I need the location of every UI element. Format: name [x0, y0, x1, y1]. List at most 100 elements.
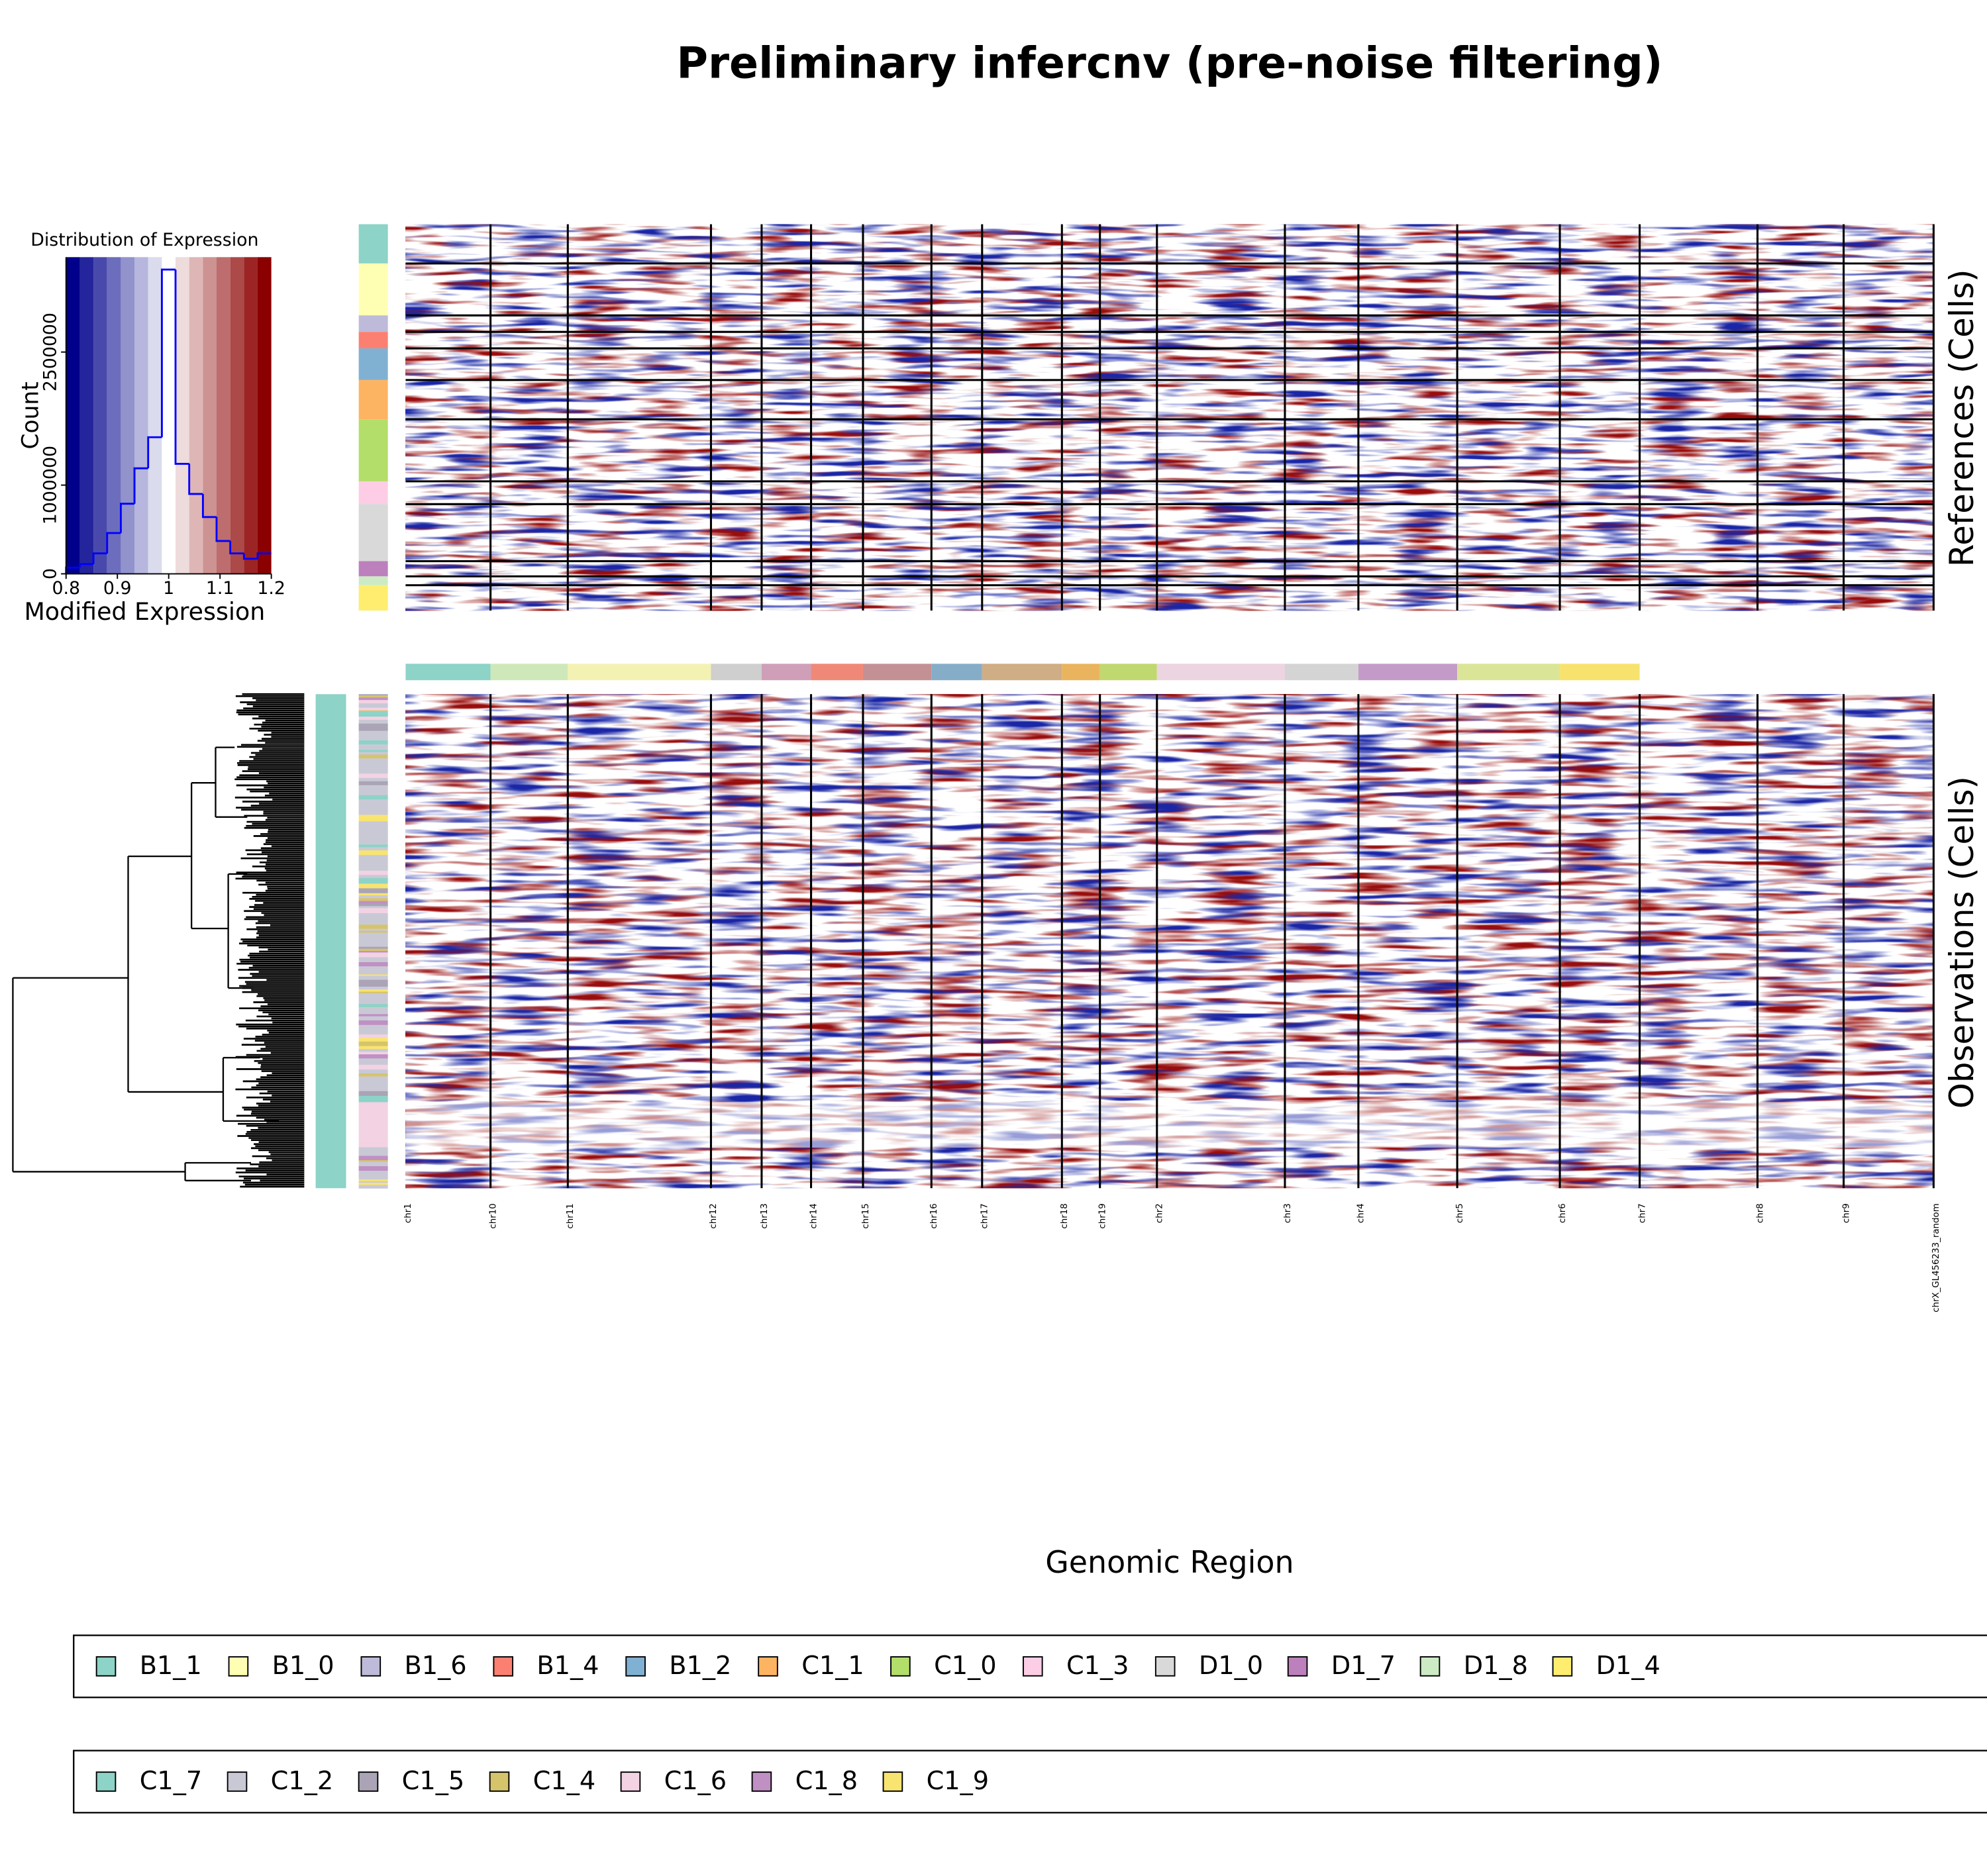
observation-subgroup	[358, 1010, 388, 1012]
observation-subgroup	[358, 1000, 388, 1005]
observation-subgroup	[358, 792, 388, 796]
observation-subgroup	[358, 694, 388, 696]
chromosome-label: chr11	[566, 1203, 576, 1228]
observation-subgroup	[358, 735, 388, 741]
observation-subgroup	[358, 795, 388, 800]
observation-subgroup	[358, 1185, 388, 1189]
observation-subgroup	[358, 1166, 388, 1171]
observation-subgroup	[358, 1105, 388, 1108]
legend-label: D1_0	[1199, 1651, 1263, 1681]
reference-group	[358, 263, 388, 316]
observation-subgroup	[358, 815, 388, 817]
reference-group	[358, 379, 388, 420]
observation-subgroup	[358, 1064, 388, 1070]
chromosome-label: chr4	[1356, 1203, 1366, 1223]
chromosome-label: chr19	[1098, 1203, 1108, 1228]
y-tick-label: 0	[40, 568, 60, 579]
histogram-step	[188, 464, 203, 495]
observation-subgroup	[358, 710, 388, 713]
reference-group	[358, 224, 388, 264]
observation-subgroup	[358, 1091, 388, 1097]
observation-subgroup	[358, 836, 388, 840]
histogram-step	[160, 268, 176, 438]
observation-subgroup	[358, 1102, 388, 1105]
observation-subgroup	[358, 1183, 388, 1186]
colorbar-stripe	[107, 257, 121, 574]
reference-group	[358, 332, 388, 349]
observation-subgroup	[358, 893, 388, 896]
observation-subgroup	[358, 821, 388, 826]
legend-label: C1_4	[533, 1766, 596, 1796]
observation-subgroup	[358, 754, 388, 759]
y-tick-label: 2500000	[40, 313, 60, 391]
chromosome-label: chr13	[760, 1203, 770, 1228]
observation-subgroup	[358, 697, 388, 701]
chromosome-label: chr9	[1841, 1203, 1851, 1223]
observation-subgroup	[358, 781, 388, 786]
chromosome-bar	[568, 664, 711, 681]
x-tick-label: 1	[163, 578, 174, 599]
reference-group	[358, 561, 388, 577]
observation-subgroup	[358, 924, 388, 930]
observation-subgroup	[358, 999, 388, 1001]
x-tick-label: 0.9	[103, 578, 132, 599]
observation-subgroup	[358, 1132, 388, 1136]
observation-subgroup	[358, 1112, 388, 1114]
observation-subgroup	[358, 865, 388, 868]
observation-subgroup	[358, 828, 388, 832]
observation-subgroup	[358, 1073, 388, 1077]
observation-subgroup	[358, 867, 388, 871]
observation-subgroup	[358, 730, 388, 734]
histogram-step	[215, 517, 230, 542]
observation-subgroup	[358, 826, 388, 829]
observation-subgroup	[358, 971, 388, 973]
observation-subgroup	[358, 952, 388, 958]
chromosome-label: chr15	[861, 1203, 871, 1228]
observation-subgroup	[358, 1107, 388, 1112]
legend-swatch	[95, 1771, 117, 1792]
chromosome-label: chr6	[1558, 1203, 1568, 1223]
observation-subgroup	[358, 728, 388, 732]
observation-subgroup	[358, 847, 388, 851]
observation-subgroup	[358, 975, 388, 979]
observation-subgroup	[358, 861, 388, 866]
histogram-step	[106, 532, 121, 554]
observation-subgroup	[358, 1085, 388, 1089]
legend-label: C1_5	[402, 1766, 465, 1796]
observation-subgroup	[358, 1058, 388, 1061]
observation-subgroup	[358, 1049, 388, 1052]
observation-subgroup	[358, 1095, 388, 1101]
chromosome-label: chr12	[709, 1203, 719, 1228]
chromosome-label: chr1	[403, 1203, 413, 1223]
observation-subgroup	[358, 1179, 388, 1182]
observation-subgroup	[358, 917, 388, 922]
chromosome-bar	[1358, 664, 1458, 681]
legend-swatch	[620, 1771, 641, 1792]
observation-subgroup	[358, 855, 388, 857]
observation-subgroup	[358, 1076, 388, 1082]
observation-subgroup	[358, 1081, 388, 1085]
reference-group	[358, 585, 388, 611]
observation-subgroup	[358, 1052, 388, 1055]
colorbar-stripe	[121, 257, 135, 574]
reference-group	[358, 348, 388, 380]
observation-subgroup	[358, 878, 388, 881]
observation-subgroup	[358, 1011, 388, 1014]
observation-subgroup	[358, 1170, 388, 1176]
observation-subgroup	[358, 1124, 388, 1129]
observation-subgroup	[358, 995, 388, 999]
observation-subgroup	[358, 716, 388, 720]
legend-label: C1_9	[927, 1766, 990, 1796]
histogram-step	[201, 493, 217, 518]
observation-subgroup	[358, 803, 388, 807]
observation-subgroup	[358, 974, 388, 977]
observation-subgroup	[358, 816, 388, 822]
observation-subgroup	[358, 712, 388, 717]
observation-subgroup	[358, 720, 388, 724]
observation-subgroup	[358, 1007, 388, 1011]
legend-swatch	[489, 1771, 510, 1792]
chromosome-label: chr5	[1455, 1203, 1465, 1223]
observation-subgroup	[358, 744, 388, 748]
observation-subgroup	[358, 1140, 388, 1144]
